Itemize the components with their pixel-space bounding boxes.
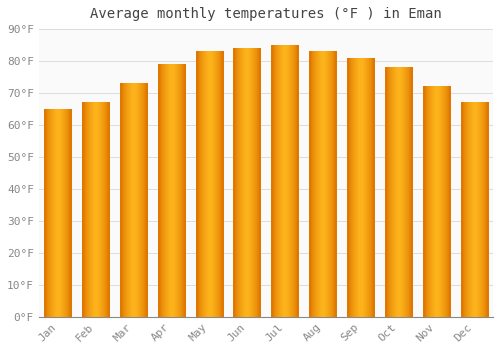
Bar xyxy=(120,83,147,317)
Bar xyxy=(347,58,374,317)
Bar xyxy=(460,103,488,317)
Bar xyxy=(422,86,450,317)
Title: Average monthly temperatures (°F ) in Eman: Average monthly temperatures (°F ) in Em… xyxy=(90,7,442,21)
Bar xyxy=(196,51,223,317)
Bar xyxy=(82,103,109,317)
Bar xyxy=(309,51,336,317)
Bar xyxy=(271,45,298,317)
Bar xyxy=(234,48,260,317)
Bar xyxy=(158,64,185,317)
Bar xyxy=(385,68,412,317)
Bar xyxy=(44,109,72,317)
